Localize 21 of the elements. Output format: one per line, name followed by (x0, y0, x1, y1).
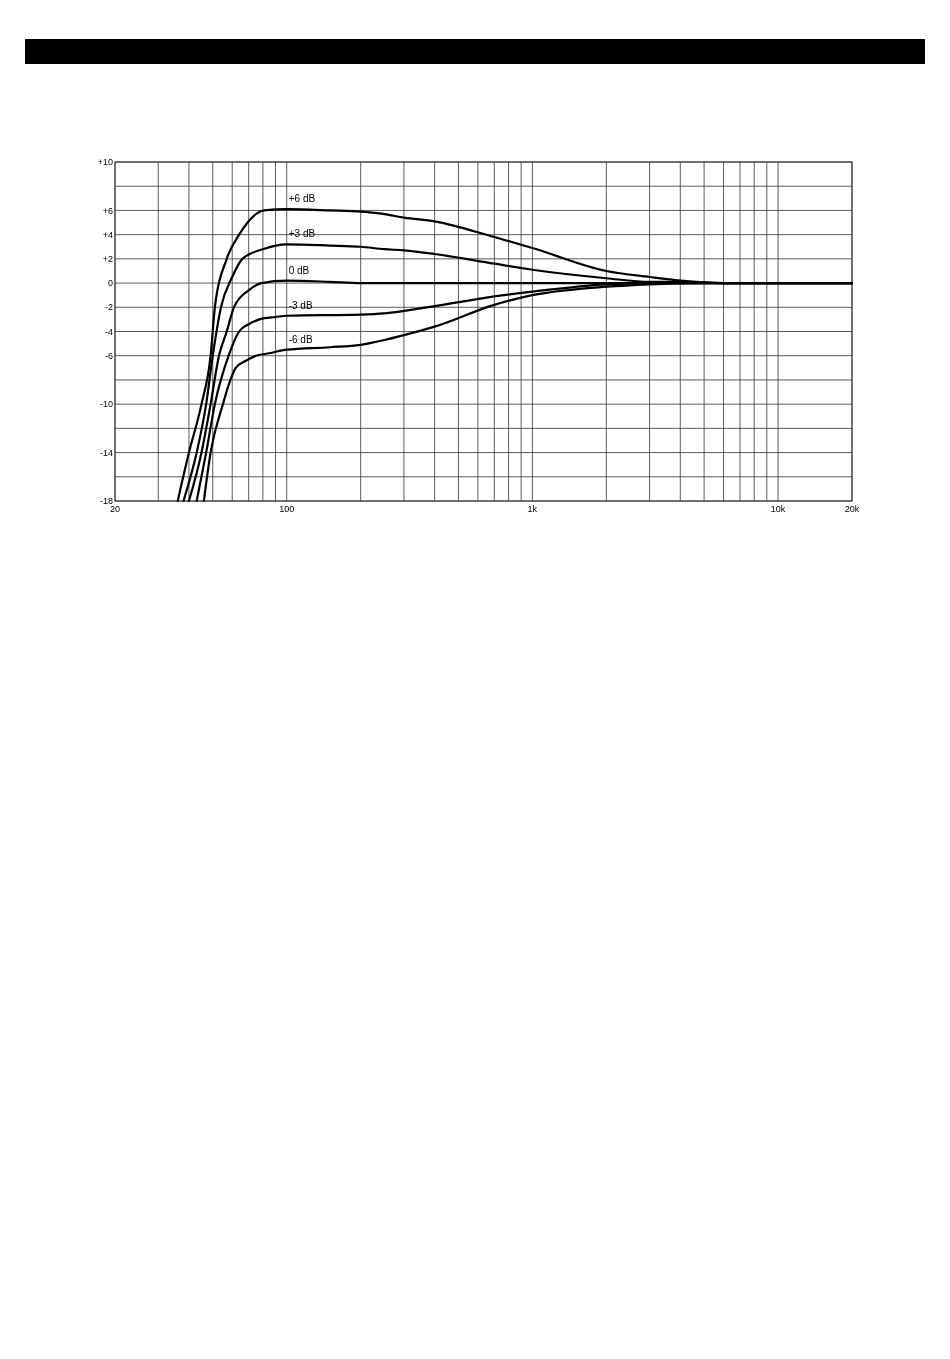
series-label: +3 dB (288, 228, 316, 240)
y-tick-label: -14 (99, 447, 113, 458)
x-tick-label: 1k (527, 504, 538, 514)
y-tick-label: -10 (99, 399, 113, 410)
series-label: +6 dB (288, 193, 316, 205)
y-tick-label: +6 (102, 205, 113, 216)
series-label: -6 dB (288, 333, 313, 345)
y-tick-label: -2 (104, 302, 113, 313)
y-tick-label: +10 (97, 157, 113, 168)
y-tick-label: +4 (102, 229, 113, 240)
x-tick-label: 20 (109, 504, 121, 514)
y-tick-label: -6 (104, 350, 113, 361)
y-tick-label: +2 (102, 254, 113, 265)
x-tick-label: 100 (279, 504, 295, 514)
series-label: 0 dB (288, 264, 310, 276)
x-tick-label: 10k (770, 504, 786, 514)
y-tick-label: -18 (99, 496, 113, 507)
y-tick-label: -4 (104, 326, 113, 337)
y-tick-label: 0 (107, 278, 113, 289)
x-tick-label: 20k (844, 504, 860, 514)
series-label: -3 dB (288, 299, 313, 311)
